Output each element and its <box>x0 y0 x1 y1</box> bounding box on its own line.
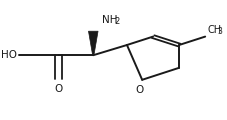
Text: CH: CH <box>206 25 220 35</box>
Text: 2: 2 <box>114 17 119 26</box>
Text: O: O <box>135 85 143 95</box>
Polygon shape <box>88 31 98 54</box>
Text: NH: NH <box>101 15 117 25</box>
Text: HO: HO <box>1 50 17 60</box>
Text: O: O <box>54 84 62 94</box>
Text: 3: 3 <box>216 27 221 36</box>
